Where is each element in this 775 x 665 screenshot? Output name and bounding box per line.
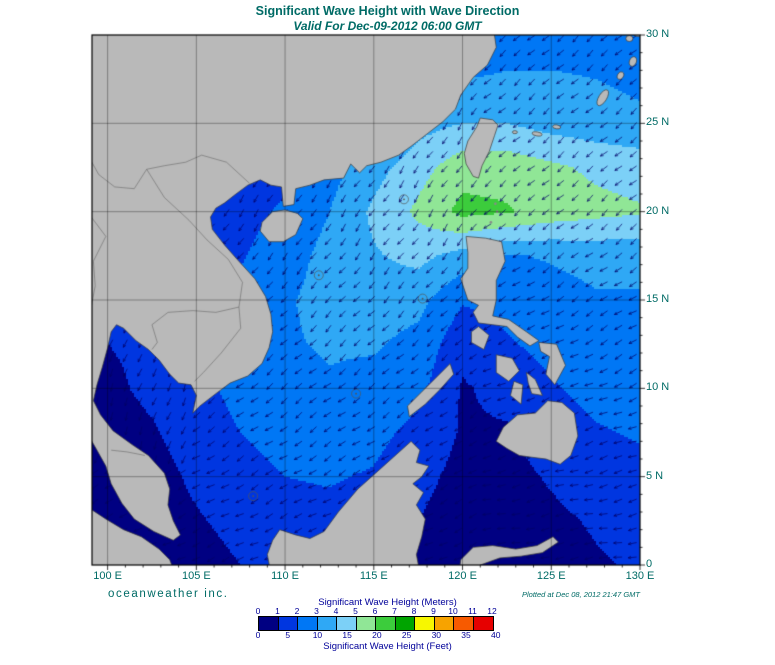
legend-meters-label: Significant Wave Height (Meters) bbox=[318, 597, 457, 608]
chart-title: Significant Wave Height with Wave Direct… bbox=[255, 4, 520, 18]
x-tick-label: 120 E bbox=[448, 570, 477, 582]
legend-meter-tick: 10 bbox=[448, 606, 458, 616]
legend-meter-tick-labels: 0 1 2 3 4 5 6 7 8 9 10 11 12 bbox=[0, 606, 775, 618]
y-tick-label: 0 bbox=[646, 558, 653, 570]
plotted-at-note: Plotted at Dec 08, 2012 21:47 GMT bbox=[522, 590, 640, 599]
legend-color-segment bbox=[415, 617, 435, 630]
x-tick-label: 125 E bbox=[536, 570, 566, 582]
legend-feet-tick: 5 bbox=[285, 630, 291, 640]
legend-feet-tick: 15 bbox=[342, 630, 352, 640]
legend-meter-tick: 1 bbox=[275, 606, 280, 616]
legend-color-segment bbox=[454, 617, 474, 630]
legend-feet-tick-labels: 0 5 10 15 20 25 30 35 40 bbox=[0, 630, 775, 642]
legend-feet-tick: 30 bbox=[431, 630, 442, 640]
legend-meter-tick: 11 bbox=[468, 606, 477, 616]
legend-meter-tick: 4 bbox=[333, 606, 339, 616]
x-tick-label: 115 E bbox=[359, 570, 388, 582]
y-tick-label: 10 N bbox=[646, 381, 670, 394]
oceanweather-logo-text: oceanweather inc. bbox=[108, 588, 229, 600]
legend-meter-tick: 0 bbox=[255, 606, 261, 616]
x-tick-label: 105 E bbox=[181, 570, 211, 582]
legend-meter-tick: 8 bbox=[411, 606, 417, 616]
chart-subtitle: Valid For Dec-09-2012 06:00 GMT bbox=[293, 19, 482, 33]
legend-meter-tick: 3 bbox=[314, 606, 319, 616]
legend-color-segment bbox=[259, 617, 279, 630]
y-tick-label: 25 N bbox=[646, 116, 670, 129]
legend-color-segment bbox=[434, 617, 454, 630]
legend-feet-label: Significant Wave Height (Feet) bbox=[323, 641, 452, 652]
legend-meter-tick: 12 bbox=[487, 606, 497, 616]
legend-color-segment bbox=[473, 617, 493, 630]
legend-feet-tick: 20 bbox=[372, 630, 382, 640]
legend-feet-tick: 35 bbox=[461, 630, 471, 640]
legend-meter-tick: 2 bbox=[294, 606, 300, 616]
legend-color-segment bbox=[278, 617, 298, 630]
legend-feet-tick: 10 bbox=[312, 630, 323, 640]
legend-feet-tick: 0 bbox=[255, 630, 261, 640]
legend-color-segment bbox=[298, 617, 318, 630]
y-tick-label: 20 N bbox=[646, 204, 670, 217]
legend-meter-tick: 6 bbox=[372, 606, 378, 616]
legend-meter-tick: 7 bbox=[392, 606, 397, 616]
legend-color-segment bbox=[317, 617, 337, 630]
x-tick-label: 100 E bbox=[93, 570, 122, 582]
y-tick-label: 30 N bbox=[646, 28, 670, 40]
legend-color-segment bbox=[337, 617, 357, 630]
legend-meter-tick: 5 bbox=[353, 606, 358, 616]
legend-colorbar bbox=[258, 616, 494, 631]
y-tick-label: 15 N bbox=[646, 293, 670, 305]
y-tick-label: 5 N bbox=[646, 469, 664, 482]
legend-feet-tick: 40 bbox=[491, 630, 501, 640]
legend-color-segment bbox=[376, 617, 396, 630]
legend-feet-tick: 25 bbox=[401, 630, 412, 640]
legend-meter-tick: 9 bbox=[431, 606, 436, 616]
y-axis-tick-labels: 30 N 25 N 20 N 15 N 10 N 5 N 0 bbox=[646, 0, 706, 600]
legend-color-segment bbox=[356, 617, 376, 630]
x-tick-label: 110 E bbox=[271, 570, 300, 582]
legend-color-segment bbox=[395, 617, 415, 630]
x-axis-tick-labels: 100 E 105 E 110 E 115 E 120 E 125 E 130 E bbox=[0, 570, 775, 586]
x-tick-label: 130 E bbox=[625, 570, 655, 582]
